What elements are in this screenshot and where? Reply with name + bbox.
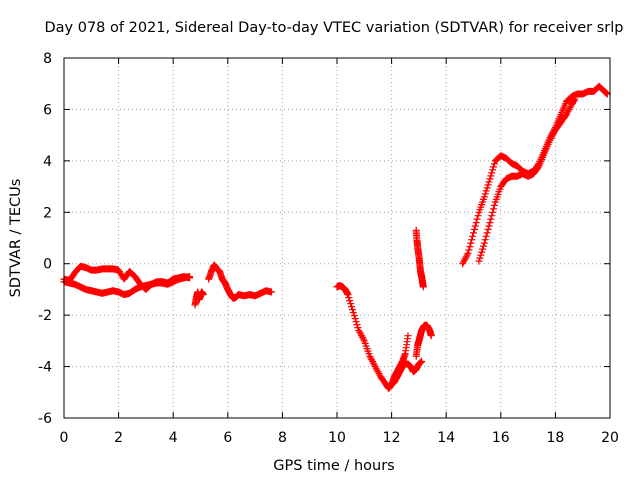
data-point bbox=[484, 225, 492, 233]
data-point bbox=[347, 300, 355, 308]
data-point bbox=[486, 175, 494, 183]
data-point bbox=[465, 246, 473, 254]
data-point bbox=[480, 242, 487, 250]
series bbox=[412, 226, 427, 291]
y-axis-label: SDTVAR / TECUs bbox=[8, 179, 24, 298]
data-point bbox=[480, 193, 488, 201]
data-point bbox=[186, 273, 194, 281]
series bbox=[205, 261, 275, 302]
axis-ticks bbox=[63, 57, 611, 419]
grid bbox=[64, 58, 610, 418]
data-point bbox=[490, 201, 498, 209]
data-point bbox=[464, 249, 472, 257]
y-tick-label: 0 bbox=[43, 257, 52, 273]
data-point bbox=[488, 169, 496, 177]
data-point bbox=[199, 291, 207, 299]
data-point bbox=[350, 312, 358, 320]
data-point bbox=[344, 291, 352, 299]
x-tick-label: 12 bbox=[383, 430, 401, 446]
y-tick-label: 4 bbox=[43, 154, 52, 170]
x-tick-label: 8 bbox=[278, 430, 287, 446]
data-point bbox=[346, 297, 354, 305]
data-point bbox=[351, 315, 359, 323]
data-points bbox=[60, 82, 611, 392]
tick-labels: 0 2 4 6 8 10 12 14 16 18 20 -6 -4 -2 0 2 4 6 8 bbox=[38, 51, 619, 446]
data-point bbox=[482, 187, 490, 195]
y-tick-label: 8 bbox=[43, 51, 52, 67]
data-point bbox=[487, 215, 495, 223]
data-point bbox=[427, 332, 435, 340]
data-point bbox=[483, 184, 491, 192]
data-point bbox=[349, 306, 356, 314]
data-point bbox=[419, 283, 427, 291]
y-tick-label: 6 bbox=[43, 102, 52, 118]
data-point bbox=[478, 248, 486, 256]
data-point bbox=[477, 251, 485, 259]
data-point bbox=[404, 332, 412, 340]
x-tick-label: 6 bbox=[223, 430, 232, 446]
data-point bbox=[470, 225, 478, 233]
x-tick-label: 2 bbox=[114, 430, 123, 446]
series bbox=[385, 357, 426, 391]
x-tick-label: 0 bbox=[60, 430, 69, 446]
data-point bbox=[468, 236, 476, 244]
data-point bbox=[481, 236, 489, 244]
data-point bbox=[489, 166, 497, 174]
series bbox=[475, 95, 578, 265]
x-tick-label: 10 bbox=[328, 430, 346, 446]
data-point bbox=[489, 208, 497, 216]
y-tick-label: 2 bbox=[43, 205, 52, 221]
data-point bbox=[490, 160, 498, 168]
data-point bbox=[490, 205, 497, 213]
series bbox=[60, 273, 194, 299]
data-point bbox=[354, 324, 362, 332]
data-point bbox=[470, 229, 477, 237]
data-point bbox=[418, 357, 426, 365]
data-point bbox=[485, 178, 493, 186]
data-point bbox=[486, 219, 494, 227]
data-point bbox=[490, 163, 497, 171]
x-tick-label: 4 bbox=[169, 430, 178, 446]
data-point bbox=[481, 190, 489, 198]
y-tick-label: -6 bbox=[38, 411, 52, 427]
y-tick-label: -2 bbox=[38, 308, 52, 324]
data-point bbox=[571, 95, 578, 103]
data-point bbox=[268, 288, 275, 296]
data-point bbox=[349, 309, 357, 317]
data-point bbox=[471, 222, 479, 230]
data-point bbox=[484, 181, 492, 189]
data-point bbox=[476, 254, 484, 262]
x-tick-label: 14 bbox=[437, 430, 455, 446]
data-point bbox=[472, 219, 480, 227]
x-tick-label: 16 bbox=[492, 430, 510, 446]
data-point bbox=[348, 303, 356, 311]
data-point bbox=[345, 294, 353, 302]
y-tick-label: -4 bbox=[38, 360, 52, 376]
data-point bbox=[469, 232, 477, 240]
data-point bbox=[487, 172, 495, 180]
chart-title: Day 078 of 2021, Sidereal Day-to-day VTE… bbox=[44, 20, 623, 36]
data-point bbox=[483, 229, 491, 237]
series bbox=[412, 321, 435, 360]
data-point bbox=[480, 239, 488, 247]
x-tick-label: 20 bbox=[601, 430, 619, 446]
x-axis-label: GPS time / hours bbox=[273, 458, 394, 474]
series bbox=[191, 288, 207, 309]
data-point bbox=[475, 257, 483, 265]
data-point bbox=[485, 222, 493, 230]
data-point bbox=[466, 243, 474, 251]
data-point bbox=[473, 215, 481, 223]
data-point bbox=[479, 245, 487, 253]
data-point bbox=[463, 251, 471, 259]
x-tick-label: 18 bbox=[546, 430, 564, 446]
data-point bbox=[467, 239, 475, 247]
data-point bbox=[352, 318, 360, 326]
data-point bbox=[353, 321, 361, 329]
data-point bbox=[482, 232, 490, 240]
data-point bbox=[488, 212, 496, 220]
data-point bbox=[474, 212, 482, 220]
